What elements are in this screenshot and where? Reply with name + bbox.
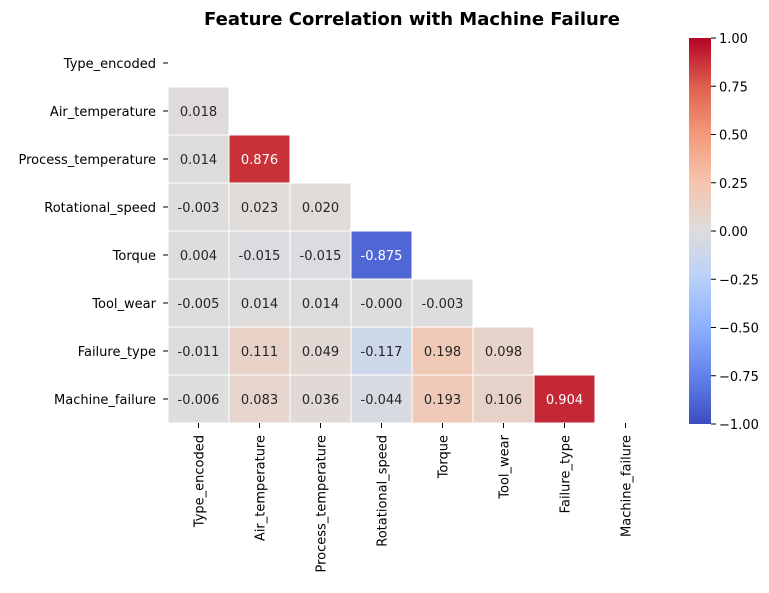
cell-value-label: 0.036 xyxy=(302,393,339,408)
cell-value-label: -0.015 xyxy=(239,249,281,264)
x-tick-label: Failure_type xyxy=(559,435,574,513)
heatmap-cell xyxy=(228,278,291,328)
colorbar-tick-label: 1.00 xyxy=(719,32,748,47)
heatmap-cell xyxy=(228,134,291,184)
y-tick-label: Air_temperature xyxy=(50,105,156,120)
cell-value-label: -0.005 xyxy=(178,297,220,312)
heatmap-cell xyxy=(228,230,291,280)
x-tick-label: Rotational_speed xyxy=(376,435,391,547)
cell-value-label: 0.018 xyxy=(180,105,217,120)
heatmap-cell xyxy=(533,374,596,424)
y-tick-label: Tool_wear xyxy=(91,297,156,312)
x-tick-label: Machine_failure xyxy=(620,435,635,537)
colorbar-tick-label: −0.50 xyxy=(719,322,759,337)
colorbar-tick-label: 0.50 xyxy=(719,129,748,144)
heatmap-cell xyxy=(472,374,535,424)
x-tick-labels: Type_encoded Air_temperature Process_tempe… xyxy=(193,423,635,573)
colorbar-tick-label: 0.25 xyxy=(719,177,748,192)
cell-value-label: 0.083 xyxy=(241,393,278,408)
heatmap-cell xyxy=(167,134,230,184)
colorbar-tick-label: −1.00 xyxy=(719,418,759,433)
cell-value-label: 0.198 xyxy=(424,345,461,360)
colorbar: 1.00 0.75 0.50 0.25 0.00 −0.25 −0.50 −0.75 −1.00 xyxy=(689,32,759,433)
cell-value-label: -0.006 xyxy=(178,393,220,408)
cell-value-label: 0.111 xyxy=(241,345,278,360)
cell-value-label: 0.193 xyxy=(424,393,461,408)
heatmap-cell xyxy=(289,182,352,232)
chart-title: Feature Correlation with Machine Failure xyxy=(204,9,620,30)
x-tick-label: Tool_wear xyxy=(498,434,513,499)
colorbar-tick-label: −0.75 xyxy=(719,370,759,385)
y-tick-label: Failure_type xyxy=(78,345,156,360)
cell-value-label: -0.044 xyxy=(361,393,403,408)
cell-value-label: 0.020 xyxy=(302,201,339,216)
cell-value-label: -0.011 xyxy=(178,345,220,360)
heatmap-cell xyxy=(228,374,291,424)
y-tick-label: Process_temperature xyxy=(18,153,156,168)
heatmap-cell xyxy=(350,326,413,376)
y-tick-label: Torque xyxy=(112,249,156,264)
cell-value-label: -0.003 xyxy=(178,201,220,216)
cell-value-label: 0.098 xyxy=(485,345,522,360)
cell-value-label: 0.004 xyxy=(180,249,217,264)
cell-value-label: -0.875 xyxy=(361,249,403,264)
colorbar-tick-label: 0.00 xyxy=(719,225,748,240)
cell-value-label: -0.015 xyxy=(300,249,342,264)
heatmap-cell xyxy=(350,278,413,328)
cell-value-label: 0.014 xyxy=(241,297,278,312)
cell-value-label: -0.003 xyxy=(422,297,464,312)
cell-value-label: 0.014 xyxy=(180,153,217,168)
heatmap-cell xyxy=(167,86,230,136)
cell-value-label: 0.904 xyxy=(546,393,583,408)
heatmap-cell xyxy=(472,326,535,376)
heatmap-cell xyxy=(411,326,474,376)
x-tick-label: Process_temperature xyxy=(315,435,330,573)
colorbar-tick-label: −0.25 xyxy=(719,273,759,288)
y-tick-label: Machine_failure xyxy=(54,393,156,408)
colorbar-gradient xyxy=(689,38,711,424)
cell-value-label: -0.000 xyxy=(361,297,403,312)
y-tick-label: Type_encoded xyxy=(63,57,156,72)
x-tick-label: Air_temperature xyxy=(254,435,269,541)
heatmap-cell xyxy=(350,230,413,280)
cell-value-label: 0.049 xyxy=(302,345,339,360)
cell-value-label: 0.876 xyxy=(241,153,278,168)
cell-value-label: 0.023 xyxy=(241,201,278,216)
x-tick-label: Type_encoded xyxy=(193,435,208,528)
x-tick-label: Torque xyxy=(437,435,452,479)
heatmap-cell xyxy=(228,326,291,376)
colorbar-tick-label: 0.75 xyxy=(719,80,748,95)
heatmap-cells: 0.018 0.014 0.876 -0.003 0.023 0.020 0.004 -0.0… xyxy=(167,86,596,424)
cell-value-label: 0.014 xyxy=(302,297,339,312)
cell-value-label: 0.106 xyxy=(485,393,522,408)
y-tick-label: Rotational_speed xyxy=(44,201,156,216)
heatmap-cell xyxy=(289,326,352,376)
cell-value-label: -0.117 xyxy=(361,345,403,360)
y-tick-labels: Type_encoded Air_temperature Process_tempe… xyxy=(18,57,168,408)
heatmap-cell xyxy=(167,374,230,424)
heatmap-cell xyxy=(350,374,413,424)
